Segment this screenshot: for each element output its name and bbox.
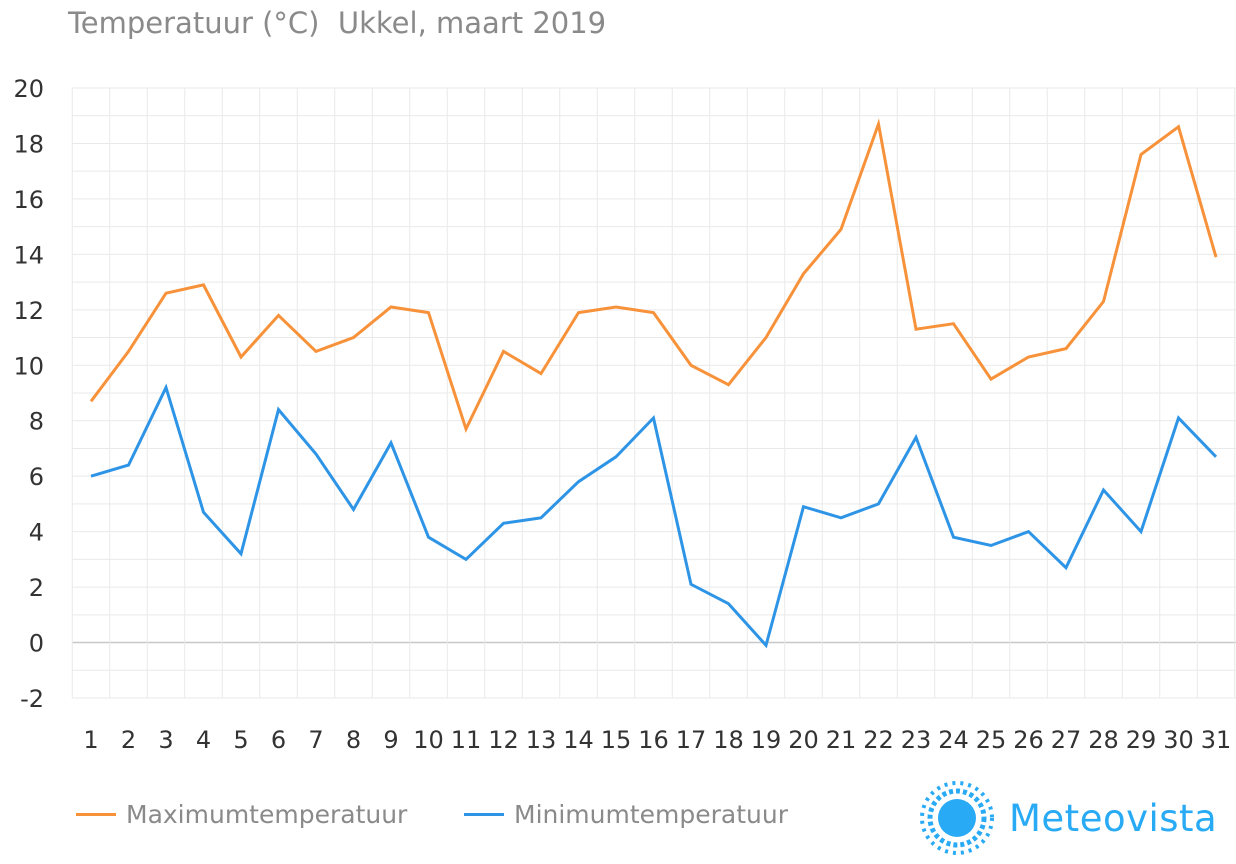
chart-series	[89, 118, 1218, 649]
x-tick-label: 11	[451, 726, 482, 754]
x-tick-label: 29	[1126, 726, 1157, 754]
y-tick-label: 14	[13, 241, 44, 269]
x-tick-label: 15	[601, 726, 632, 754]
x-tick-label: 24	[938, 726, 969, 754]
x-tick-label: 28	[1088, 726, 1119, 754]
y-tick-label: 0	[29, 630, 44, 658]
y-tick-label: 18	[13, 130, 44, 158]
x-tick-label: 9	[383, 726, 398, 754]
y-tick-label: 16	[13, 186, 44, 214]
x-tick-label: 18	[713, 726, 744, 754]
legend-item-max[interactable]: Maximumtemperatuur	[76, 800, 407, 829]
legend-swatch-min	[464, 813, 504, 816]
y-tick-label: 12	[13, 297, 44, 325]
x-tick-label: 22	[863, 726, 894, 754]
legend-swatch-max	[76, 813, 116, 816]
x-tick-label: 6	[271, 726, 286, 754]
x-tick-label: 4	[196, 726, 211, 754]
x-tick-label: 8	[346, 726, 361, 754]
legend-label-max: Maximumtemperatuur	[126, 800, 408, 829]
x-tick-label: 14	[563, 726, 594, 754]
series-line-min	[90, 383, 1218, 649]
x-tick-label: 12	[488, 726, 519, 754]
x-tick-label: 3	[158, 726, 173, 754]
brand-logo: Meteovista	[915, 776, 1217, 860]
x-tick-label: 7	[308, 726, 323, 754]
x-tick-label: 1	[83, 726, 98, 754]
x-tick-label: 27	[1051, 726, 1082, 754]
y-tick-label: 10	[13, 352, 44, 380]
series-line-max	[89, 118, 1218, 434]
brand-name: Meteovista	[1009, 796, 1218, 840]
x-tick-label: 23	[901, 726, 932, 754]
y-tick-label: 4	[29, 519, 44, 547]
sun-icon	[920, 781, 994, 855]
x-tick-label: 16	[638, 726, 669, 754]
y-tick-label: 6	[29, 463, 44, 491]
x-tick-label: 21	[826, 726, 857, 754]
x-tick-label: 31	[1201, 726, 1232, 754]
x-tick-label: 17	[676, 726, 707, 754]
x-tick-label: 13	[526, 726, 557, 754]
y-tick-label: 20	[13, 75, 44, 103]
legend-item-min[interactable]: Minimumtemperatuur	[464, 800, 788, 829]
chart-grid	[71, 87, 1236, 699]
y-tick-label: -2	[20, 685, 44, 713]
x-tick-label: 10	[413, 726, 444, 754]
x-tick-label: 26	[1013, 726, 1044, 754]
x-tick-label: 30	[1163, 726, 1194, 754]
x-tick-label: 2	[121, 726, 136, 754]
y-tick-label: 8	[29, 408, 44, 436]
x-axis-ticks: 1 2 3 4 5 6 7 8 9 10 11 12 13 14 15 16 17 18 19 20 21 22 23 24 2…	[83, 726, 1231, 754]
chart-title: Temperatuur (°C) Ukkel, maart 2019	[68, 6, 607, 40]
y-tick-label: 2	[29, 574, 44, 602]
legend-label-min: Minimumtemperatuur	[514, 800, 789, 829]
x-tick-label: 5	[233, 726, 248, 754]
x-tick-label: 20	[788, 726, 819, 754]
x-tick-label: 25	[976, 726, 1007, 754]
x-tick-label: 19	[751, 726, 782, 754]
